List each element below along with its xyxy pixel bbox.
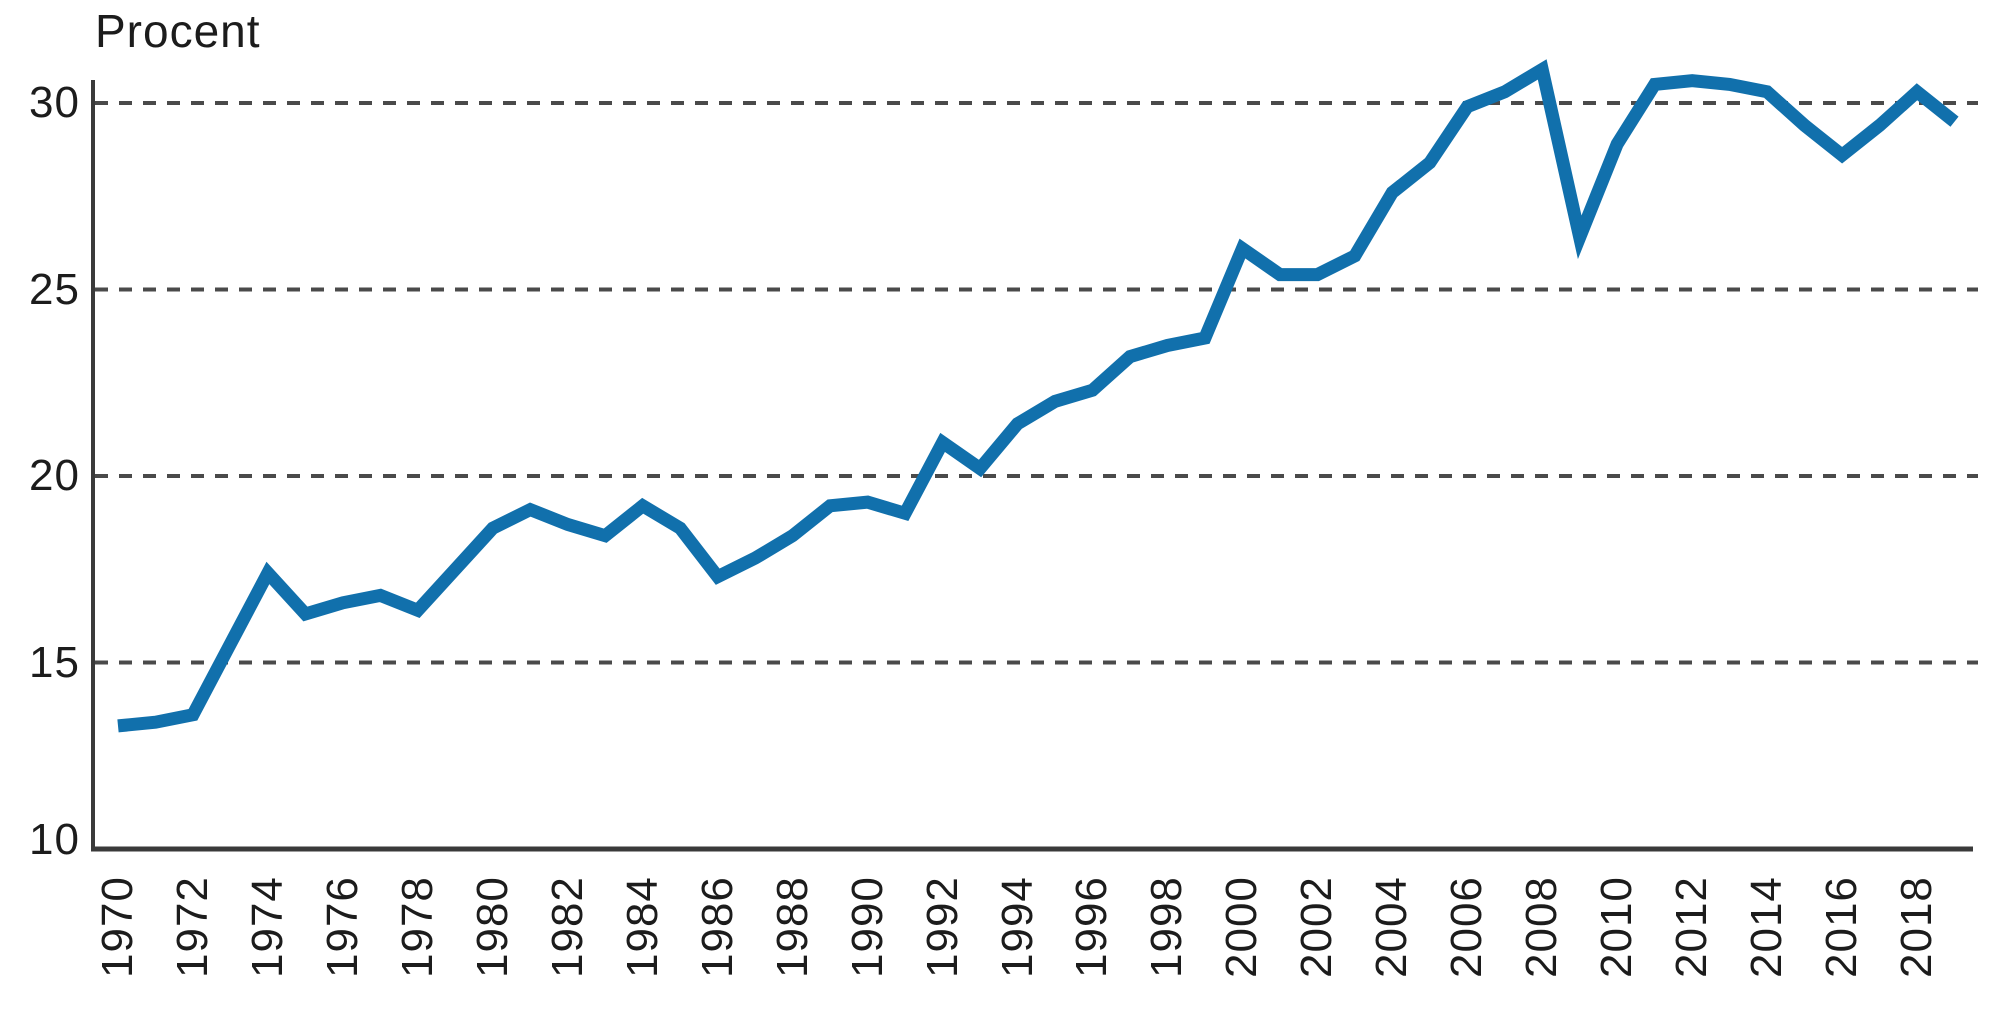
x-tick-label-1984: 1984 bbox=[617, 876, 667, 978]
y-tick-label-15: 15 bbox=[29, 637, 80, 687]
x-tick-label-1970: 1970 bbox=[93, 876, 142, 978]
x-tick-label-1978: 1978 bbox=[392, 876, 442, 978]
x-tick-label-2016: 2016 bbox=[1817, 876, 1867, 978]
x-tick-label-1990: 1990 bbox=[842, 876, 892, 978]
x-tick-label-2012: 2012 bbox=[1667, 876, 1717, 978]
x-tick-label-2006: 2006 bbox=[1442, 876, 1492, 978]
x-tick-label-2014: 2014 bbox=[1742, 876, 1792, 978]
x-tick-label-1996: 1996 bbox=[1067, 876, 1117, 978]
y-tick-label-25: 25 bbox=[29, 264, 80, 314]
x-tick-label-1992: 1992 bbox=[917, 876, 967, 978]
x-tick-label-2000: 2000 bbox=[1217, 876, 1267, 978]
data-line-procent bbox=[117, 59, 1959, 733]
x-tick-label-1976: 1976 bbox=[317, 876, 367, 978]
x-tick-label-1994: 1994 bbox=[992, 876, 1042, 978]
x-tick-label-2010: 2010 bbox=[1592, 876, 1642, 978]
x-tick-label-2008: 2008 bbox=[1517, 876, 1567, 978]
y-tick-label-30: 30 bbox=[29, 78, 80, 127]
x-tick-label-2018: 2018 bbox=[1892, 876, 1942, 978]
x-tick-label-1982: 1982 bbox=[542, 876, 592, 978]
x-tick-label-2002: 2002 bbox=[1292, 876, 1342, 978]
x-tick-label-1972: 1972 bbox=[167, 876, 217, 978]
x-tick-label-2004: 2004 bbox=[1367, 876, 1417, 978]
x-tick-label-1986: 1986 bbox=[692, 876, 742, 978]
x-tick-label-1988: 1988 bbox=[767, 876, 817, 978]
y-tick-label-20: 20 bbox=[29, 451, 80, 500]
y-tick-label-10: 10 bbox=[29, 815, 80, 864]
chart-title: Procent bbox=[95, 5, 261, 57]
x-tick-label-1974: 1974 bbox=[242, 876, 292, 978]
x-tick-label-1998: 1998 bbox=[1142, 876, 1192, 978]
x-tick-label-1980: 1980 bbox=[467, 876, 517, 978]
